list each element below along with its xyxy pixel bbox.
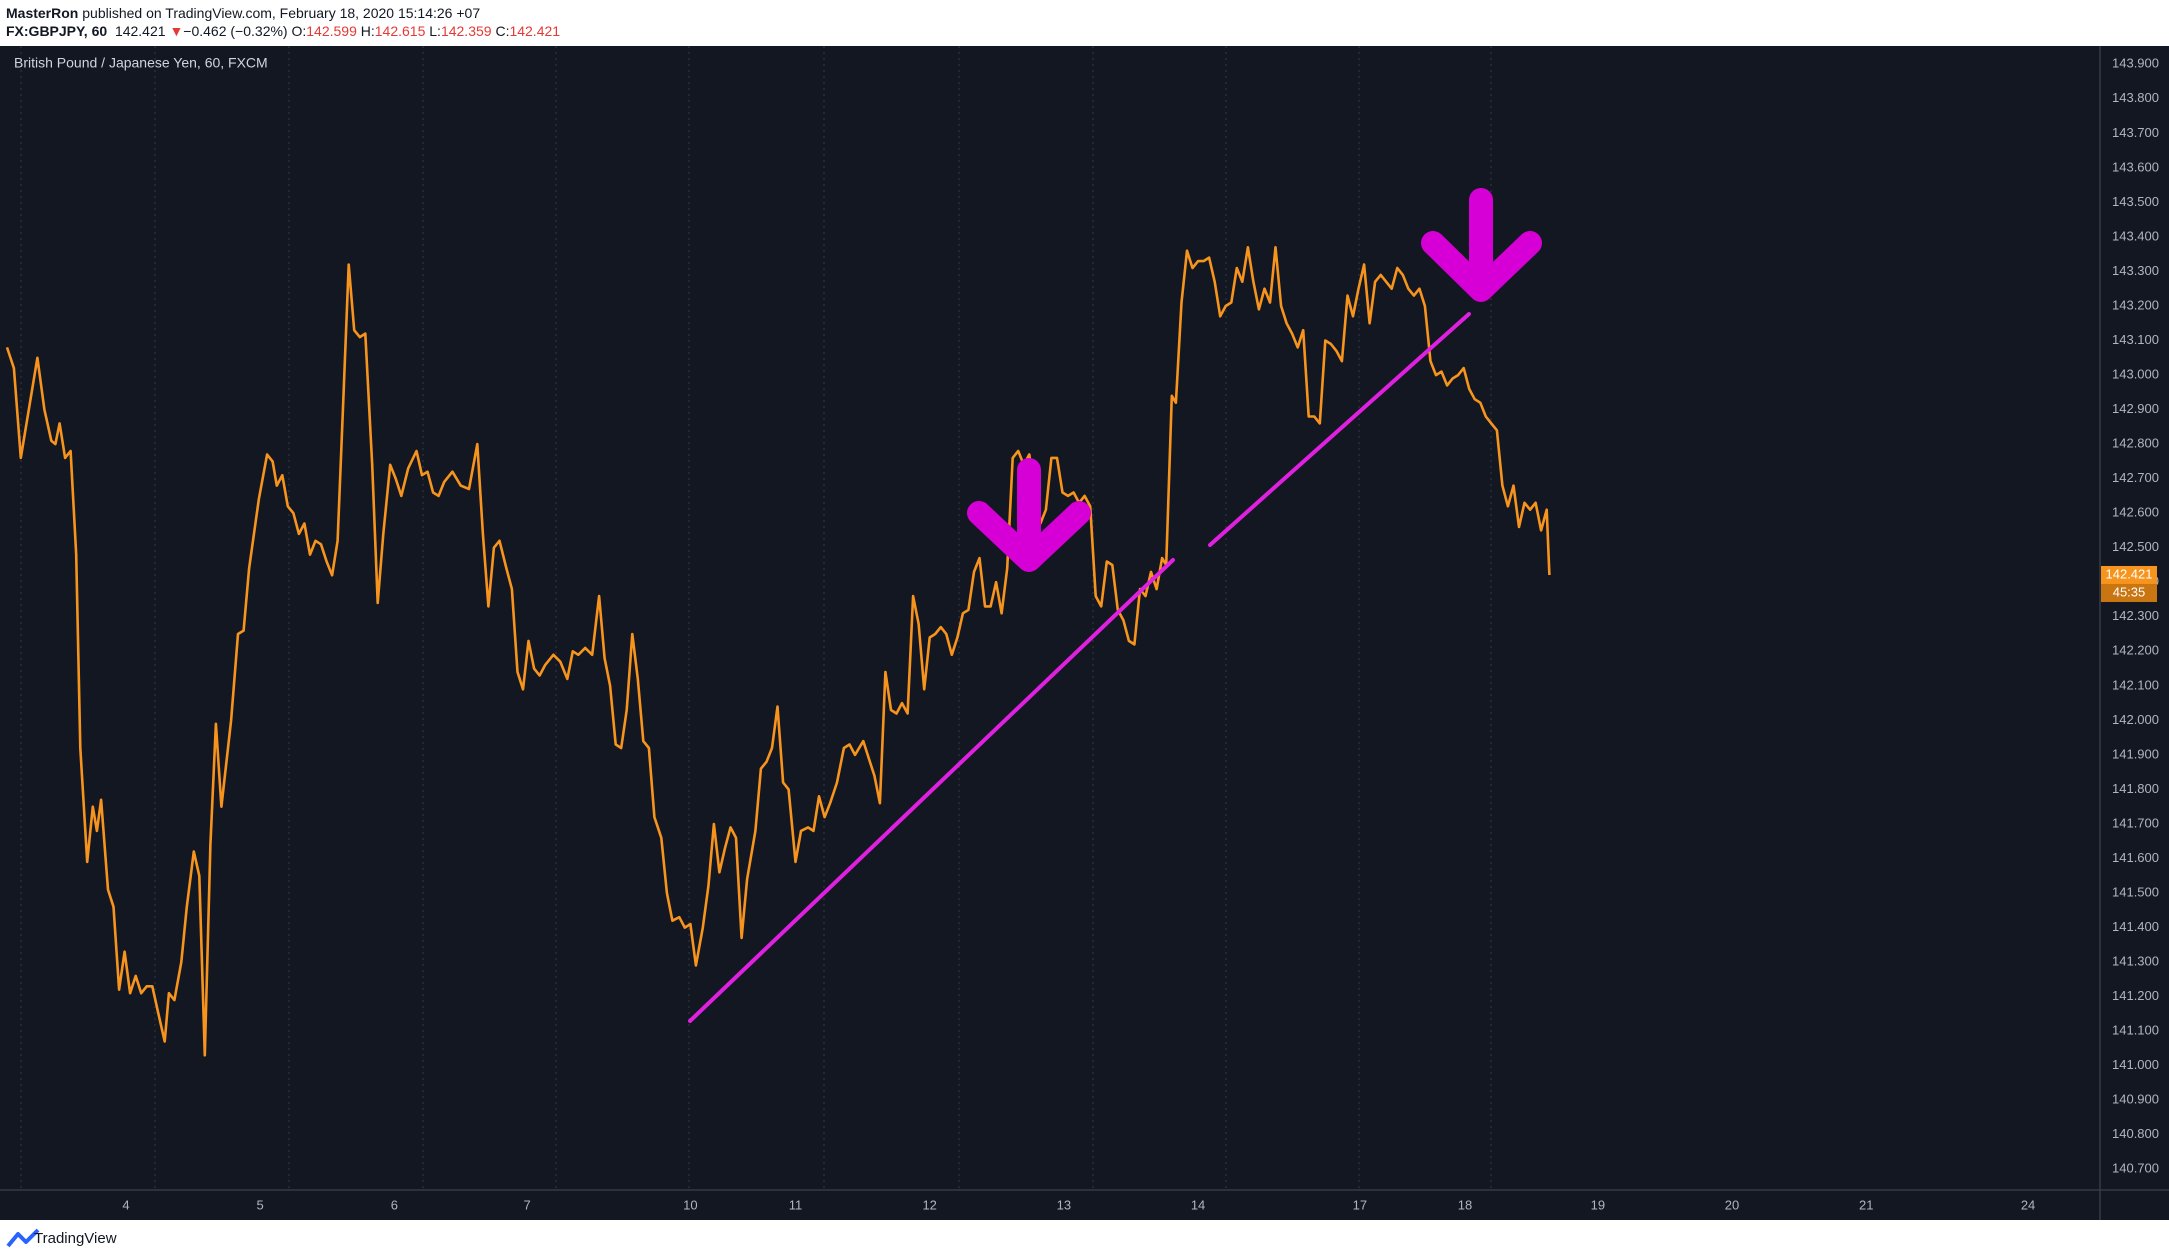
plot (5, 246, 1551, 1057)
header: MasterRon published on TradingView.com, … (0, 0, 2169, 46)
symbol: FX:GBPJPY, 60 (6, 23, 108, 39)
y-tick-label: 143.700 (2112, 125, 2159, 140)
x-tick-label: 17 (1353, 1197, 1367, 1212)
y-tick-label: 141.700 (2112, 815, 2159, 830)
x-tick-label: 19 (1591, 1197, 1605, 1212)
last-price: 142.421 (114, 23, 166, 39)
y-tick-label: 141.300 (2112, 954, 2159, 969)
countdown-label: 45:35 (2113, 584, 2146, 599)
y-tick-label: 141.100 (2112, 1023, 2159, 1038)
change: −0.462 (−0.32%) (183, 23, 288, 39)
x-tick-label: 7 (524, 1197, 531, 1212)
y-tick-label: 142.900 (2112, 401, 2159, 416)
x-tick-label: 24 (2021, 1197, 2035, 1212)
y-tick-label: 143.500 (2112, 194, 2159, 209)
y-tick-label: 142.100 (2112, 677, 2159, 692)
down-arrow-marker (967, 458, 1091, 572)
y-tick-label: 141.200 (2112, 988, 2159, 1003)
y-tick-label: 142.500 (2112, 539, 2159, 554)
last-price-tag (2101, 565, 2157, 584)
chart-title: British Pound / Japanese Yen, 60, FXCM (14, 55, 268, 71)
y-tick-label: 141.000 (2112, 1057, 2159, 1072)
symbol-line: FX:GBPJPY, 60 142.421 ▼−0.462 (−0.32%) O… (6, 22, 2169, 40)
x-tick-label: 18 (1458, 1197, 1472, 1212)
y-tick-label: 140.800 (2112, 1126, 2159, 1141)
x-tick-label: 14 (1191, 1197, 1205, 1212)
arrows (967, 188, 1542, 572)
trendlines (688, 312, 1471, 1023)
ohlc-label: H: (360, 23, 375, 39)
logo-mark (6, 1228, 40, 1248)
y-tick-label: 142.300 (2112, 608, 2159, 623)
y-tick-label: 140.700 (2112, 1161, 2159, 1176)
y-tick-label: 142.200 (2112, 643, 2159, 658)
brand: TradingView (34, 1230, 117, 1247)
y-tick-label: 140.900 (2112, 1092, 2159, 1107)
y-tick-label: 143.300 (2112, 263, 2159, 278)
x-tick-label: 11 (789, 1197, 803, 1212)
x-tick-label: 12 (922, 1197, 936, 1212)
x-tick-label: 13 (1057, 1197, 1071, 1212)
y-tick-label: 142.000 (2112, 712, 2159, 727)
y-tick-label: 141.400 (2112, 919, 2159, 934)
ohlc-label: L: (429, 23, 441, 39)
y-tick-label: 143.600 (2112, 159, 2159, 174)
ohlc-h: H:142.615 (361, 23, 426, 39)
y-tick-label: 141.500 (2112, 884, 2159, 899)
ohlc-l: L:142.359 (429, 23, 491, 39)
brand-logo (6, 1228, 40, 1248)
y-tick-label: 142.800 (2112, 436, 2159, 451)
y-tick-label: 141.900 (2112, 746, 2159, 761)
ohlc-o: O:142.599 (291, 23, 356, 39)
down-arrow-marker (1421, 188, 1542, 302)
y-tick-label: 143.400 (2112, 228, 2159, 243)
publish-line: MasterRon published on TradingView.com, … (6, 4, 2169, 22)
x-tick-label: 4 (122, 1197, 129, 1212)
chart: British Pound / Japanese Yen, 60, FXCM 1… (0, 46, 2169, 1220)
y-tick-label: 143.900 (2112, 56, 2159, 71)
author: MasterRon (6, 5, 79, 21)
y-tick-label: 142.700 (2112, 470, 2159, 485)
y-tick-label: 141.600 (2112, 850, 2159, 865)
chart-background (0, 46, 2169, 1220)
ohlc-label: C: (495, 23, 510, 39)
published: published on TradingView.com, February 1… (82, 5, 481, 21)
y-tick-label: 143.800 (2112, 90, 2159, 105)
y-tick-label: 143.200 (2112, 297, 2159, 312)
x-tick-label: 5 (257, 1197, 264, 1212)
session-separators (20, 46, 1492, 1190)
ohlc-value: 142.359 (440, 23, 492, 39)
x-tick-label: 20 (1725, 1197, 1739, 1212)
ohlc-value: 142.599 (306, 23, 357, 39)
x-tick-label: 10 (683, 1197, 697, 1212)
y-tick-label: 141.800 (2112, 781, 2159, 796)
ohlc-c: C:142.421 (495, 23, 560, 39)
countdown-tag (2101, 583, 2157, 602)
ohlc-label: O: (291, 23, 307, 39)
trendline (1208, 312, 1471, 547)
down-arrow: ▼ (169, 23, 184, 39)
x-tick-label: 6 (391, 1197, 398, 1212)
ohlc-value: 142.615 (374, 23, 426, 39)
trendline (688, 558, 1175, 1023)
y-tick-label: 143.000 (2112, 366, 2159, 381)
ohlc-value: 142.421 (509, 23, 561, 39)
footer: TradingView (0, 1220, 2169, 1258)
y-tick-label: 142.600 (2112, 505, 2159, 520)
last-price-label: 142.421 (2106, 566, 2153, 581)
x-tick-label: 21 (1859, 1197, 1873, 1212)
price-line (5, 246, 1551, 1057)
y-tick-label: 143.100 (2112, 332, 2159, 347)
